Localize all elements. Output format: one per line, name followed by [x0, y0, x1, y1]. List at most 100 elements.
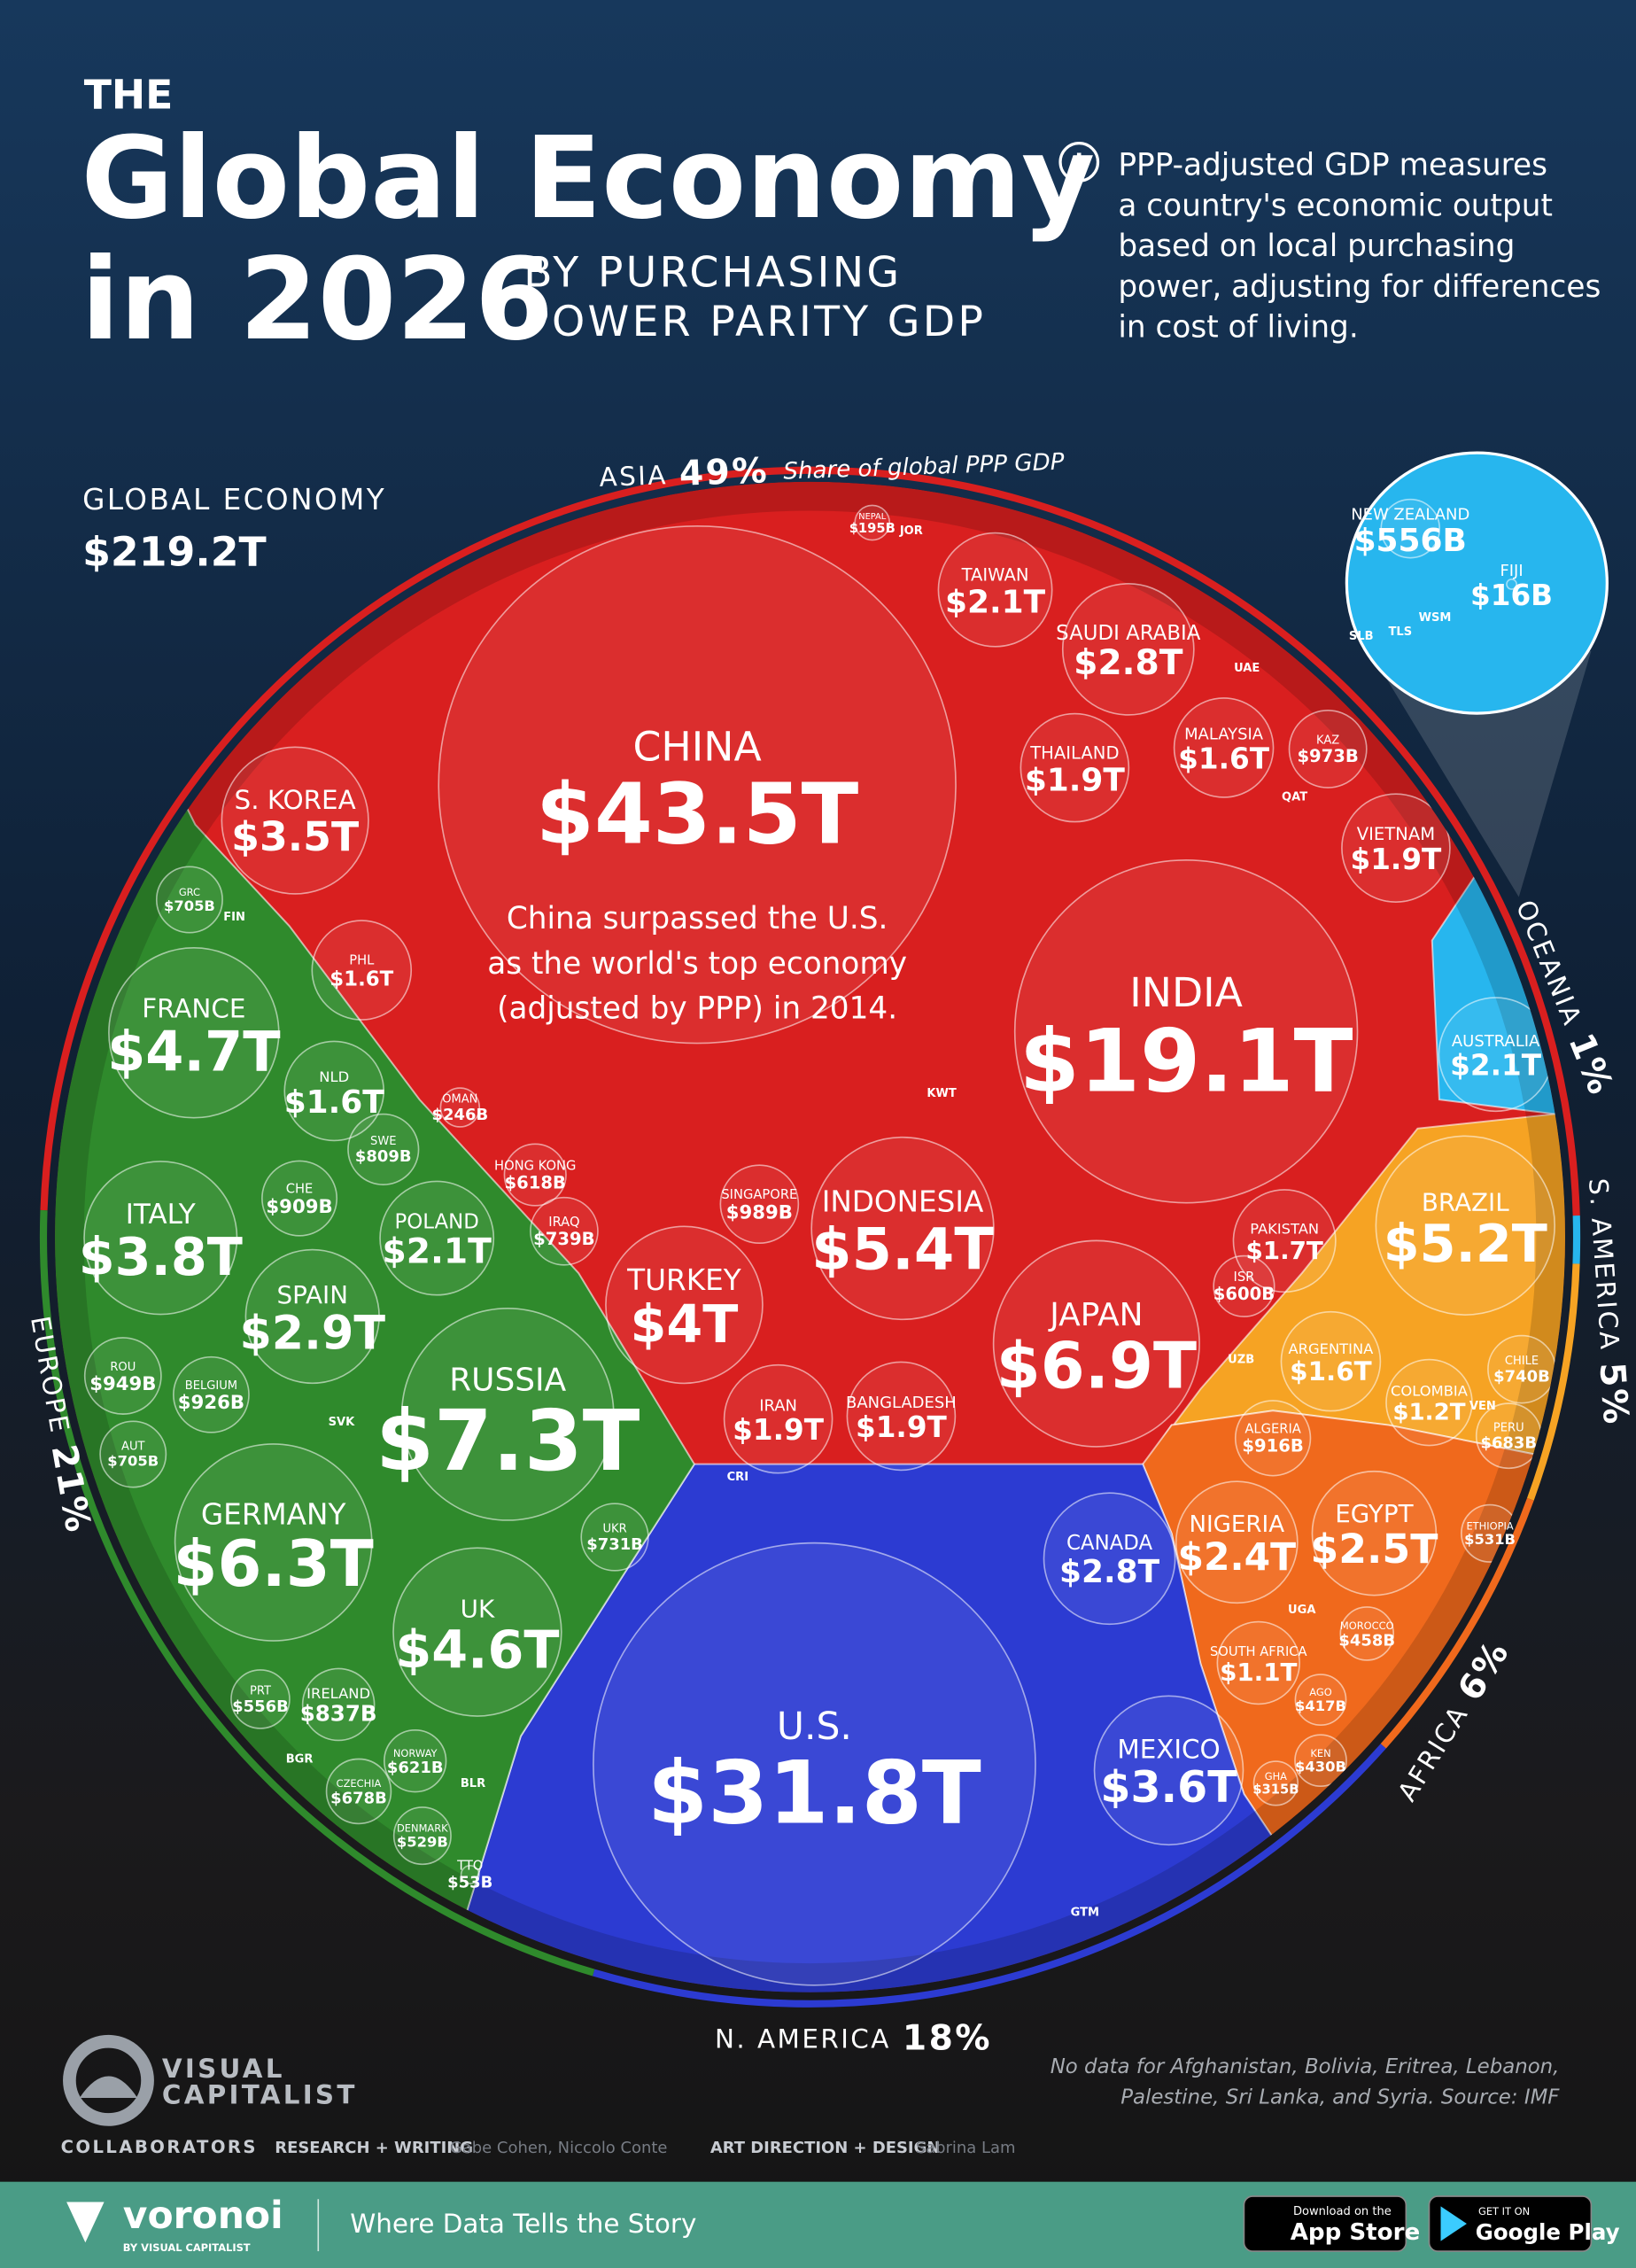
- country-value: $1.6T: [330, 967, 393, 990]
- play-icon: [1440, 2206, 1467, 2241]
- country-name: BGR: [286, 1752, 314, 1766]
- country-value: $809B: [355, 1147, 412, 1166]
- country-value: $1.6T: [284, 1084, 385, 1121]
- country-value: $53B: [447, 1873, 492, 1891]
- brand: CAPITALIST: [162, 2079, 358, 2109]
- country-name: KWT: [927, 1087, 957, 1100]
- country-name: NORWAY: [393, 1747, 438, 1759]
- country-value: $556B: [232, 1697, 289, 1716]
- country-value: $43.5T: [536, 765, 859, 863]
- country-name: IRAN: [759, 1396, 797, 1415]
- subtitle: BY PURCHASING: [523, 248, 902, 297]
- country-cell: [1043, 1492, 1176, 1626]
- country-cell: [83, 1337, 162, 1415]
- share-arc: [39, 1209, 595, 1977]
- country-cell: [1232, 1189, 1337, 1293]
- collaborators: COLLABORATORS: [61, 2137, 258, 2157]
- country-name: SPAIN: [276, 1280, 348, 1309]
- country-name: CHILE: [1505, 1355, 1539, 1368]
- country-cell: [593, 1542, 1036, 1986]
- country-cell: [503, 1143, 567, 1207]
- region-name: N. AMERICA: [715, 2023, 891, 2054]
- country-name: UKR: [602, 1523, 626, 1536]
- country-value: $3.8T: [79, 1226, 243, 1287]
- app-store-small[interactable]: Download on the: [1293, 2205, 1392, 2218]
- app-store-button[interactable]: [1243, 2195, 1407, 2252]
- info-icon-glyph: i: [1075, 150, 1083, 176]
- country-name: PAKISTAN: [1250, 1221, 1319, 1238]
- country-name: GTM: [1071, 1906, 1099, 1919]
- google-play-button[interactable]: [1428, 2195, 1593, 2252]
- country-value: $1.9T: [1025, 762, 1126, 798]
- country-value: $31.8T: [647, 1744, 981, 1845]
- credit-names: Sabrina Lam: [916, 2139, 1016, 2157]
- country-name: INDONESIA: [822, 1185, 984, 1219]
- country-cell: [854, 504, 891, 541]
- country-name: BRAZIL: [1422, 1188, 1509, 1217]
- country-value: $909B: [266, 1196, 332, 1218]
- country-name: ALGERIA: [1244, 1421, 1300, 1436]
- country-cell: [283, 1040, 385, 1142]
- country-value: $315B: [1252, 1782, 1299, 1797]
- country-name: IRELAND: [306, 1685, 370, 1702]
- country-name: UGA: [1288, 1604, 1316, 1617]
- country-value: $3.5T: [231, 813, 359, 860]
- credit-label: ART DIRECTION + DESIGN: [710, 2139, 941, 2157]
- country-name: NLD: [319, 1068, 349, 1085]
- country-cell: [1175, 1480, 1299, 1604]
- google-play[interactable]: Google Play: [1476, 2219, 1620, 2245]
- country-name: CHINA: [633, 723, 762, 770]
- country-cell: [937, 532, 1053, 648]
- info-line: based on local purchasing: [1118, 229, 1515, 264]
- country-cell: [311, 920, 413, 1021]
- app-store[interactable]: App Store: [1291, 2219, 1420, 2246]
- country-cell: [1216, 1620, 1301, 1705]
- country-value: $2.9T: [239, 1308, 385, 1361]
- source-note: Palestine, Sri Lanka, and Syria. Source:…: [1120, 2085, 1560, 2109]
- global-label: GLOBAL ECONOMY: [82, 483, 386, 517]
- inset: [1345, 451, 1609, 715]
- country-cell: [1385, 1358, 1473, 1447]
- country-value: $2.8T: [1059, 1554, 1160, 1590]
- info-icon: [1058, 142, 1100, 183]
- credit-names: Gabe Cohen, Niccolo Conte: [450, 2139, 668, 2157]
- country-cell: [530, 1196, 599, 1266]
- share-arc: [1380, 1497, 1534, 1749]
- country-cell: [1280, 1310, 1382, 1412]
- country-cell: [1311, 1470, 1438, 1596]
- country-name: AUT: [121, 1441, 144, 1454]
- country-value: $195B: [849, 521, 896, 536]
- country-cell: [230, 1669, 291, 1729]
- country-value: $1.7T: [1245, 1236, 1322, 1265]
- country-cell: [1380, 498, 1441, 559]
- country-name: MALAYSIA: [1184, 726, 1264, 744]
- country-cell: [438, 524, 957, 1045]
- country-name: NIGERIA: [1189, 1511, 1284, 1538]
- country-name: VEN: [1469, 1400, 1496, 1413]
- country-name: U.S.: [777, 1705, 852, 1749]
- country-name: SLB: [1349, 630, 1374, 643]
- country-name: SINGAPORE: [721, 1187, 797, 1202]
- country-name: CANADA: [1066, 1532, 1153, 1555]
- country-cell: [1234, 1400, 1312, 1477]
- country-value: $6.3T: [174, 1526, 374, 1601]
- country-name: TAIWAN: [961, 564, 1029, 585]
- country-value: $678B: [330, 1789, 387, 1807]
- country-name: INDIA: [1129, 969, 1243, 1016]
- country-cell: [301, 1667, 376, 1742]
- country-name: ISR: [1234, 1270, 1255, 1285]
- country-value: $1.6T: [1290, 1356, 1372, 1386]
- country-name: RUSSIA: [449, 1363, 566, 1399]
- google-play-small[interactable]: GET IT ON: [1478, 2205, 1530, 2218]
- country-name: VIETNAM: [1357, 824, 1435, 844]
- annotation: as the world's top economy: [487, 946, 907, 982]
- country-cell: [1093, 1695, 1244, 1846]
- country-cell: [1252, 1760, 1299, 1806]
- inset-pointer: [1374, 650, 1592, 897]
- country-value: $739B: [533, 1229, 594, 1249]
- country-name: WSM: [1419, 611, 1452, 625]
- country-cell: [379, 1180, 495, 1296]
- tagline: Where Data Tells the Story: [350, 2209, 696, 2239]
- country-cell: [392, 1547, 562, 1717]
- country-value: $705B: [164, 897, 215, 914]
